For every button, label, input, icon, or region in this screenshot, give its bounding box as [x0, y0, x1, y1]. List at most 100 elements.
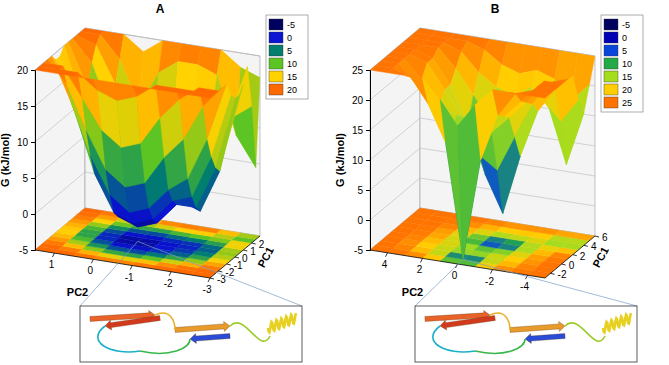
z-tick-label: 15	[17, 101, 29, 112]
y-tick	[218, 271, 222, 272]
y-tick	[235, 257, 239, 258]
floor-cell	[198, 227, 222, 234]
legend: -505101520	[266, 15, 308, 99]
y-tick-label: 6	[602, 232, 608, 243]
structure-inset	[80, 241, 302, 362]
z-tick-label: 20	[352, 95, 364, 106]
legend-swatch	[604, 58, 618, 69]
surface-cell	[191, 91, 215, 98]
y-tick-label: 1	[250, 246, 256, 257]
legend-swatch	[604, 84, 618, 95]
z-axis-line	[31, 71, 36, 251]
y-tick	[584, 245, 588, 246]
z-tick-label: 0	[357, 215, 363, 226]
y-tick	[252, 243, 256, 244]
beta-strand	[190, 334, 230, 344]
y-tick	[227, 264, 231, 265]
z-tick: 15	[17, 101, 35, 112]
z-tick-label: 0	[22, 209, 28, 220]
floor-cell	[572, 233, 595, 240]
surface-cell	[152, 85, 176, 92]
x-tick-label: 0	[452, 270, 458, 281]
z-tick: 0	[22, 209, 35, 220]
legend-swatch	[604, 97, 618, 108]
legend-label: 5	[622, 46, 627, 56]
x-axis-line	[370, 250, 545, 278]
grid-line	[35, 208, 260, 250]
legend-swatch	[269, 58, 283, 69]
coil	[230, 323, 270, 341]
surface-cell	[113, 82, 137, 100]
surface-cell	[388, 68, 411, 77]
surface-cell	[132, 85, 156, 96]
back-walls	[370, 28, 595, 250]
axes: 420-2-4-20246	[370, 232, 608, 292]
z-tick: 10	[352, 155, 370, 166]
surface-cell	[35, 67, 59, 74]
x-tick	[421, 258, 423, 262]
grid-line	[370, 208, 595, 250]
z-tick-label: 5	[22, 173, 28, 184]
legend-label: 0	[622, 33, 627, 43]
z-tick-mark	[366, 220, 370, 221]
surface	[35, 28, 260, 227]
x-tick-label: 2	[417, 264, 423, 275]
floor-cell	[217, 230, 241, 237]
floor-cell	[178, 224, 202, 231]
z-axis: -505101520	[17, 65, 36, 256]
beta-strand	[510, 321, 565, 332]
legend-label: 15	[287, 72, 297, 82]
y-tick	[595, 236, 599, 237]
x-tick-label: 4	[382, 259, 388, 270]
z-tick-mark	[31, 70, 35, 71]
legend-label: 25	[622, 98, 632, 108]
z-tick-label: -5	[354, 245, 363, 256]
z-tick-mark	[366, 70, 370, 71]
y-tick	[573, 255, 577, 256]
y-tick	[562, 264, 566, 265]
y-tick	[210, 278, 214, 279]
x-tick-label: -3	[203, 284, 212, 295]
surface-cell	[528, 91, 551, 98]
z-tick-label: 25	[352, 65, 364, 76]
x-axis-title: PC2	[402, 286, 423, 298]
y-tick	[551, 273, 555, 274]
coil	[475, 339, 525, 353]
legend-swatch	[604, 19, 618, 30]
coil	[565, 323, 605, 341]
y-axis-title: PC1	[255, 245, 276, 270]
y-axis-line	[545, 236, 595, 278]
alpha-helix	[268, 313, 296, 332]
x-tick-label: 1	[49, 259, 55, 270]
z-tick-label: -5	[19, 245, 28, 256]
chart-svg: 10-1-2-3-3-2-1012-505101520AG (kJ/mol)PC…	[0, 0, 669, 365]
x-tick	[91, 259, 93, 263]
y-axis-title: PC1	[590, 245, 611, 270]
z-tick: 5	[22, 173, 35, 184]
panel: 10-1-2-3-3-2-1012-505101520AG (kJ/mol)PC…	[0, 2, 308, 362]
coil	[155, 313, 175, 330]
legend: -50510152025	[601, 15, 643, 112]
z-tick-mark	[366, 130, 370, 131]
y-tick-label: -2	[558, 269, 567, 280]
z-axis-line	[366, 71, 371, 251]
coil	[433, 326, 475, 352]
z-axis-title: G (kJ/mol)	[334, 133, 346, 187]
legend-label: 15	[622, 72, 632, 82]
floor-contour	[370, 208, 595, 278]
legend-swatch	[269, 19, 283, 30]
inset-pointer	[415, 259, 463, 306]
floor-cell	[81, 208, 105, 215]
beta-strand	[440, 316, 495, 331]
z-tick-mark	[366, 160, 370, 161]
legend-label: 5	[287, 46, 292, 56]
x-tick	[526, 275, 528, 279]
x-tick	[208, 278, 210, 282]
z-tick: -5	[19, 245, 35, 256]
legend-swatch	[269, 84, 283, 95]
z-tick-label: 10	[17, 137, 29, 148]
y-tick-label: 0	[569, 260, 575, 271]
back-walls	[35, 28, 260, 250]
legend-label: 0	[287, 33, 292, 43]
surface	[370, 28, 595, 259]
